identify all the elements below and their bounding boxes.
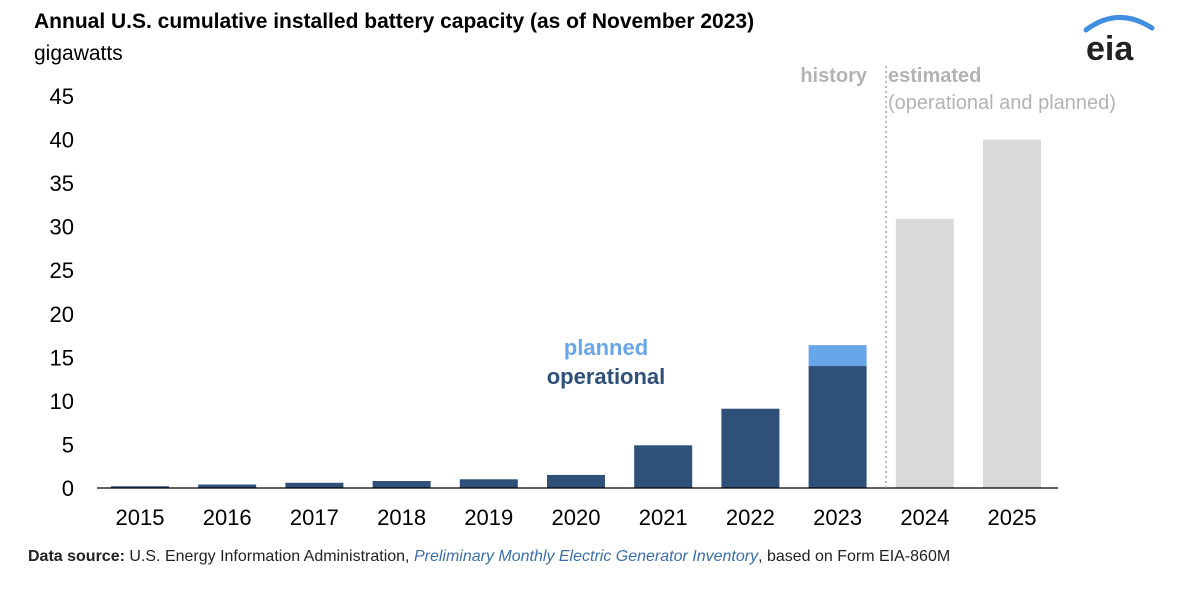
bar-operational-2021 [634,445,693,488]
bar-operational-2016 [198,484,257,488]
bar-operational-2019 [459,479,518,488]
x-tick-label: 2019 [464,505,513,530]
y-tick-label: 15 [50,345,74,370]
bar-planned-2023 [808,345,867,367]
x-tick-label: 2020 [552,505,601,530]
y-axis-unit-label: gigawatts [34,42,123,65]
y-tick-label: 0 [62,476,74,501]
bar-operational-2023 [808,366,867,488]
legend-planned-label: planned [564,335,648,360]
x-axis-ticks: 2015 2016 2017 2018 2019 2020 2021 2022 2023 2024… [116,505,1037,530]
source-publication-link[interactable]: Preliminary Monthly Electric Generator I… [413,548,759,565]
y-tick-label: 10 [50,389,74,414]
eia-logo-arc [1083,15,1155,33]
y-tick-label: 40 [50,128,74,153]
x-tick-label: 2022 [726,505,775,530]
estimated-annotation: estimated [888,65,981,87]
x-tick-label: 2025 [988,505,1037,530]
bar-estimated-2024 [895,218,954,488]
bar-operational-2018 [372,481,431,488]
estimated-subannotation: (operational and planned) [888,92,1116,114]
source-rest: , based on Form EIA-860M [758,548,951,565]
bar-operational-2022 [721,408,780,488]
y-tick-label: 30 [50,215,74,240]
bars [111,139,1041,489]
eia-logo-icon: eia [1083,15,1155,66]
y-tick-label: 5 [62,432,74,457]
bar-estimated-2025 [983,139,1041,489]
bar-operational-2017 [285,482,344,488]
source-org: U.S. Energy Information Administration, [129,548,410,565]
y-axis-ticks: 0 5 10 15 20 25 30 35 40 45 [50,84,74,501]
bar-operational-2020 [547,474,605,488]
x-tick-label: 2024 [900,505,949,530]
y-tick-label: 35 [50,171,74,196]
x-tick-label: 2018 [377,505,426,530]
y-tick-label: 25 [50,258,74,283]
chart-title: Annual U.S. cumulative installed battery… [34,10,755,33]
data-source-note: Data source: U.S. Energy Information Adm… [28,548,950,566]
legend-operational-label: operational [547,364,666,389]
y-tick-label: 20 [50,302,74,327]
x-tick-label: 2017 [290,505,339,530]
history-annotation: history [800,65,868,87]
eia-logo-text: eia [1086,30,1134,66]
x-tick-label: 2016 [203,505,252,530]
x-tick-label: 2023 [813,505,862,530]
source-label: Data source: [28,548,125,565]
bar-operational-2015 [111,486,169,488]
x-tick-label: 2015 [116,505,165,530]
x-tick-label: 2021 [639,505,688,530]
y-tick-label: 45 [50,84,74,109]
